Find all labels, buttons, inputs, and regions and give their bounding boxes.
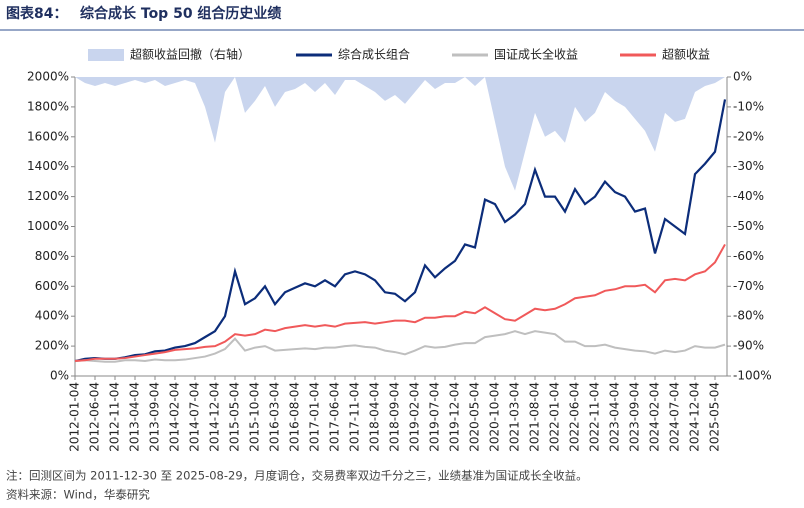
x-tick-label: 2022-11-04 (588, 382, 602, 452)
legend-label: 综合成长组合 (338, 47, 410, 62)
x-tick-label: 2016-03-04 (268, 382, 282, 452)
y-tick-label: 1000% (27, 219, 69, 233)
x-tick-label: 2017-06-04 (328, 382, 342, 452)
figure-label: 图表84： (6, 5, 67, 22)
x-tick-label: 2017-01-04 (308, 382, 322, 452)
x-tick-label: 2013-04-04 (128, 382, 142, 452)
x-tick-label: 2018-04-04 (368, 382, 382, 452)
y2-tick-label: -100% (733, 369, 772, 383)
x-tick-label: 2012-06-04 (88, 382, 102, 452)
y2-tick-label: -30% (733, 159, 764, 173)
y-tick-label: 0% (50, 369, 69, 383)
x-tick-label: 2021-08-04 (528, 382, 542, 452)
y-tick-label: 1600% (27, 129, 69, 143)
y-tick-label: 800% (35, 249, 69, 263)
x-tick-label: 2019-07-04 (428, 382, 442, 452)
x-tick-label: 2014-07-04 (188, 382, 202, 452)
x-tick-label: 2019-12-04 (448, 382, 462, 452)
x-tick-label: 2023-04-04 (608, 382, 622, 452)
x-tick-label: 2022-06-04 (568, 382, 582, 452)
legend-label: 国证成长全收益 (494, 47, 578, 62)
x-tick-label: 2025-05-04 (708, 382, 722, 452)
y-tick-label: 1800% (27, 99, 69, 113)
note: 注：回测区间为 2011-12-30 至 2025-08-29，月度调仓，交易费… (6, 469, 588, 483)
y2-tick-label: -40% (733, 189, 764, 203)
y2-tick-label: -90% (733, 339, 764, 353)
y-tick-label: 400% (35, 309, 69, 323)
x-tick-label: 2012-01-04 (68, 382, 82, 452)
x-tick-label: 2015-10-04 (248, 382, 262, 452)
series-line (74, 243, 726, 363)
x-tick-label: 2016-08-04 (288, 382, 302, 452)
drawdown-area (75, 77, 725, 191)
chart-title: 综合成长 Top 50 组合历史业绩 (80, 5, 281, 22)
legend-label: 超额收益回撤（右轴） (130, 47, 250, 62)
y2-tick-label: -70% (733, 279, 764, 293)
y-tick-label: 600% (35, 279, 69, 293)
x-tick-label: 2022-01-04 (548, 382, 562, 452)
y2-tick-label: -20% (733, 129, 764, 143)
y-tick-label: 2000% (27, 70, 69, 84)
y-tick-label: 1400% (27, 159, 69, 173)
x-tick-label: 2013-09-04 (148, 382, 162, 452)
legend-swatch (88, 49, 124, 61)
x-tick-label: 2023-09-04 (628, 382, 642, 452)
x-tick-label: 2019-02-04 (408, 382, 422, 452)
x-tick-label: 2014-12-04 (208, 382, 222, 452)
x-tick-label: 2020-05-04 (468, 382, 482, 452)
x-tick-label: 2018-09-04 (388, 382, 402, 452)
x-tick-label: 2021-03-04 (508, 382, 522, 452)
y2-tick-label: -60% (733, 249, 764, 263)
x-tick-label: 2017-11-04 (348, 382, 362, 452)
y-tick-label: 1200% (27, 189, 69, 203)
x-tick-label: 2014-02-04 (168, 382, 182, 452)
legend-label: 超额收益 (662, 47, 710, 62)
y2-tick-label: -10% (733, 99, 764, 113)
x-tick-label: 2015-05-04 (228, 382, 242, 452)
x-tick-label: 2024-02-04 (648, 382, 662, 452)
y2-tick-label: -50% (733, 219, 764, 233)
y-tick-label: 200% (35, 339, 69, 353)
x-tick-label: 2012-11-04 (108, 382, 122, 452)
x-tick-label: 2024-07-04 (668, 382, 682, 452)
y2-tick-label: 0% (733, 70, 752, 84)
x-tick-label: 2024-12-04 (688, 382, 702, 452)
series-line (74, 330, 726, 363)
y2-tick-label: -80% (733, 309, 764, 323)
series-line (74, 99, 727, 363)
x-tick-label: 2020-10-04 (488, 382, 502, 452)
source: 资料来源：Wind，华泰研究 (6, 488, 150, 502)
